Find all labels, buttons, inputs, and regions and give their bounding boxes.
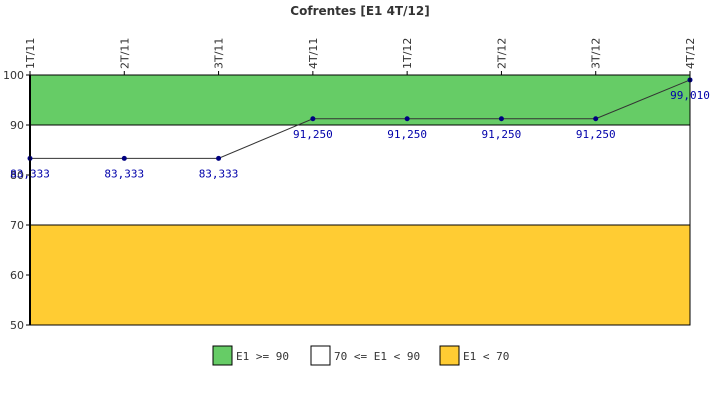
band-0 [29, 74, 691, 126]
plot-frame [29, 74, 691, 326]
y-tick-label: 60 [10, 269, 24, 282]
legend: E1 >= 90 70 <= E1 < 90 E1 < 70 [212, 345, 509, 366]
data-label: 83,333 [104, 167, 144, 180]
legend-label: 70 <= E1 < 90 [334, 350, 420, 363]
legend-swatch [212, 345, 233, 366]
data-point [404, 116, 410, 122]
x-tick-label: 4T/12 [684, 38, 697, 69]
data-label: 91,250 [387, 128, 427, 141]
legend-swatch [310, 345, 331, 366]
data-point [593, 116, 599, 122]
x-axis: 1T/11 2T/11 3T/11 4T/11 1T/12 2T/12 3T/12 4T/12 [24, 38, 697, 75]
y-tick-label: 70 [10, 219, 24, 232]
x-tick-label: 1T/12 [401, 38, 414, 69]
data-label: 91,250 [576, 128, 616, 141]
x-tick-label: 2T/12 [495, 38, 508, 69]
x-tick-label: 3T/12 [590, 38, 603, 69]
band-1 [29, 124, 691, 226]
x-tick-label: 2T/11 [118, 38, 131, 69]
band-2 [29, 224, 691, 326]
x-tick-label: 3T/11 [213, 38, 226, 69]
series-line [30, 79, 691, 159]
x-tick-label: 1T/11 [24, 38, 37, 69]
y-tick-label: 50 [10, 319, 24, 332]
threshold-bands [29, 74, 691, 326]
chart-title: Cofrentes [E1 4T/12] [290, 4, 429, 18]
data-label: 83,333 [199, 167, 239, 180]
data-point [121, 155, 127, 161]
legend-swatch [439, 345, 460, 366]
x-tick-label: 4T/11 [307, 38, 320, 69]
data-label: 91,250 [482, 128, 522, 141]
y-tick-label: 80 [10, 169, 24, 182]
data-point [216, 155, 222, 161]
data-label: 91,250 [293, 128, 333, 141]
data-point [498, 116, 504, 122]
data-point [310, 116, 316, 122]
legend-label: E1 < 70 [463, 350, 509, 363]
y-tick-label: 90 [10, 119, 24, 132]
y-axis: 50 60 70 80 90 100 [3, 69, 31, 332]
y-tick-label: 100 [3, 69, 24, 82]
legend-label: E1 >= 90 [236, 350, 289, 363]
